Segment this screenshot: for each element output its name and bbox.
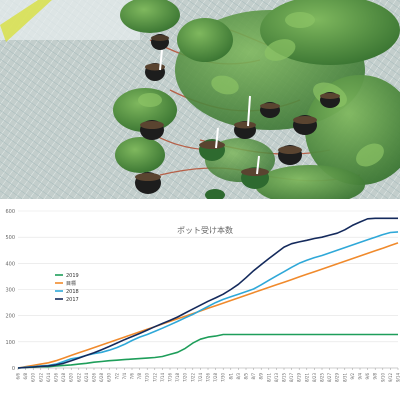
- x-tick-label: 6/6: [16, 373, 21, 380]
- x-tick-label: 7/12: [152, 373, 157, 382]
- x-tick-label: 8/19: [297, 373, 302, 382]
- x-tick-label: 6/16: [54, 373, 59, 382]
- x-tick-label: 6/12: [38, 373, 43, 382]
- x-tick-label: 7/6: [130, 373, 135, 380]
- pot: [199, 139, 225, 161]
- pot: [151, 34, 169, 50]
- legend-label: 2018: [66, 289, 79, 295]
- legend-label: 2017: [66, 297, 79, 303]
- x-tick-label: 6/24: [84, 373, 89, 382]
- x-tick-label: 7/4: [122, 373, 127, 380]
- x-tick-label: 6/28: [99, 373, 104, 382]
- pot: [140, 120, 164, 140]
- x-tick-label: 9/10: [380, 373, 385, 382]
- series-line-0: [17, 333, 398, 369]
- x-tick-label: 9/14: [396, 373, 400, 382]
- x-tick-label: 7/2: [114, 373, 119, 380]
- x-tick-label: 6/22: [76, 373, 81, 382]
- x-tick-label: 8/9: [259, 373, 264, 380]
- photo-chart-divider: [0, 199, 400, 201]
- x-tick-label: 8/31: [342, 373, 347, 382]
- x-tick-label: 8/7: [251, 373, 256, 380]
- x-axis-ticks: 6/6 6/8 6/10 6/12 6/14 6/16 6/18 6/20 6/22 6/24 6/…: [16, 368, 400, 382]
- pot: [241, 167, 269, 189]
- x-tick-label: 9/8: [373, 373, 378, 380]
- x-tick-label: 6/20: [69, 373, 74, 382]
- x-tick-label: 8/29: [335, 373, 340, 382]
- x-tick-label: 6/8: [23, 373, 28, 380]
- x-tick-label: 9/6: [365, 373, 370, 380]
- x-tick-label: 7/22: [190, 373, 195, 382]
- y-tick-label: 0: [12, 366, 15, 372]
- x-tick-label: 6/14: [46, 373, 51, 382]
- x-tick-label: 7/18: [175, 373, 180, 382]
- pot: [145, 63, 165, 81]
- x-tick-label: 7/16: [168, 373, 173, 382]
- y-tick-label: 200: [5, 314, 15, 320]
- y-tick-label: 600: [5, 209, 15, 215]
- x-tick-label: 9/4: [358, 373, 363, 380]
- x-tick-label: 8/13: [274, 373, 279, 382]
- pot: [260, 102, 280, 118]
- x-tick-label: 7/8: [137, 373, 142, 380]
- x-tick-label: 8/5: [244, 373, 249, 380]
- x-tick-label: 8/15: [282, 373, 287, 382]
- y-tick-label: 500: [5, 235, 15, 241]
- pot: [234, 121, 256, 139]
- x-tick-label: 7/26: [206, 373, 211, 382]
- chart-title: ポット受け本数: [177, 225, 233, 235]
- y-tick-label: 400: [5, 261, 15, 267]
- y-axis-ticks: 0 100 200 300 400 500 600: [5, 209, 15, 372]
- x-tick-label: 8/17: [289, 373, 294, 382]
- x-tick-label: 8/11: [266, 373, 271, 382]
- x-tick-label: 8/25: [320, 373, 325, 382]
- series-line-3: [17, 217, 398, 369]
- x-tick-label: 7/14: [160, 373, 165, 382]
- x-tick-label: 7/24: [198, 373, 203, 382]
- legend-label: 2019: [66, 273, 79, 279]
- x-tick-label: 7/20: [183, 373, 188, 382]
- x-tick-label: 8/27: [327, 373, 332, 382]
- x-tick-label: 8/21: [304, 373, 309, 382]
- plant-labels: [159, 49, 260, 175]
- x-tick-label: 6/26: [92, 373, 97, 382]
- pot: [205, 189, 225, 200]
- x-tick-label: 7/30: [221, 373, 226, 382]
- strawberry-plants-photo: [0, 0, 400, 200]
- x-tick-label: 8/1: [228, 373, 233, 380]
- y-tick-label: 100: [5, 340, 15, 346]
- y-tick-label: 300: [5, 288, 15, 294]
- pot: [320, 92, 340, 108]
- pot: [293, 115, 317, 135]
- x-tick-label: 9/2: [350, 373, 355, 380]
- x-tick-label: 6/30: [107, 373, 112, 382]
- chart-series-lines: [17, 217, 399, 369]
- pot: [278, 145, 302, 165]
- x-tick-label: 9/12: [388, 373, 393, 382]
- x-tick-label: 6/18: [61, 373, 66, 382]
- x-tick-label: 8/3: [236, 373, 241, 380]
- x-tick-label: 8/23: [312, 373, 317, 382]
- pot: [135, 172, 161, 194]
- x-tick-label: 7/28: [213, 373, 218, 382]
- legend-label: 目標: [66, 280, 76, 287]
- yellow-tape: [0, 0, 52, 42]
- x-tick-label: 7/10: [145, 373, 150, 382]
- series-line-1: [17, 242, 399, 369]
- x-tick-label: 6/10: [31, 373, 36, 382]
